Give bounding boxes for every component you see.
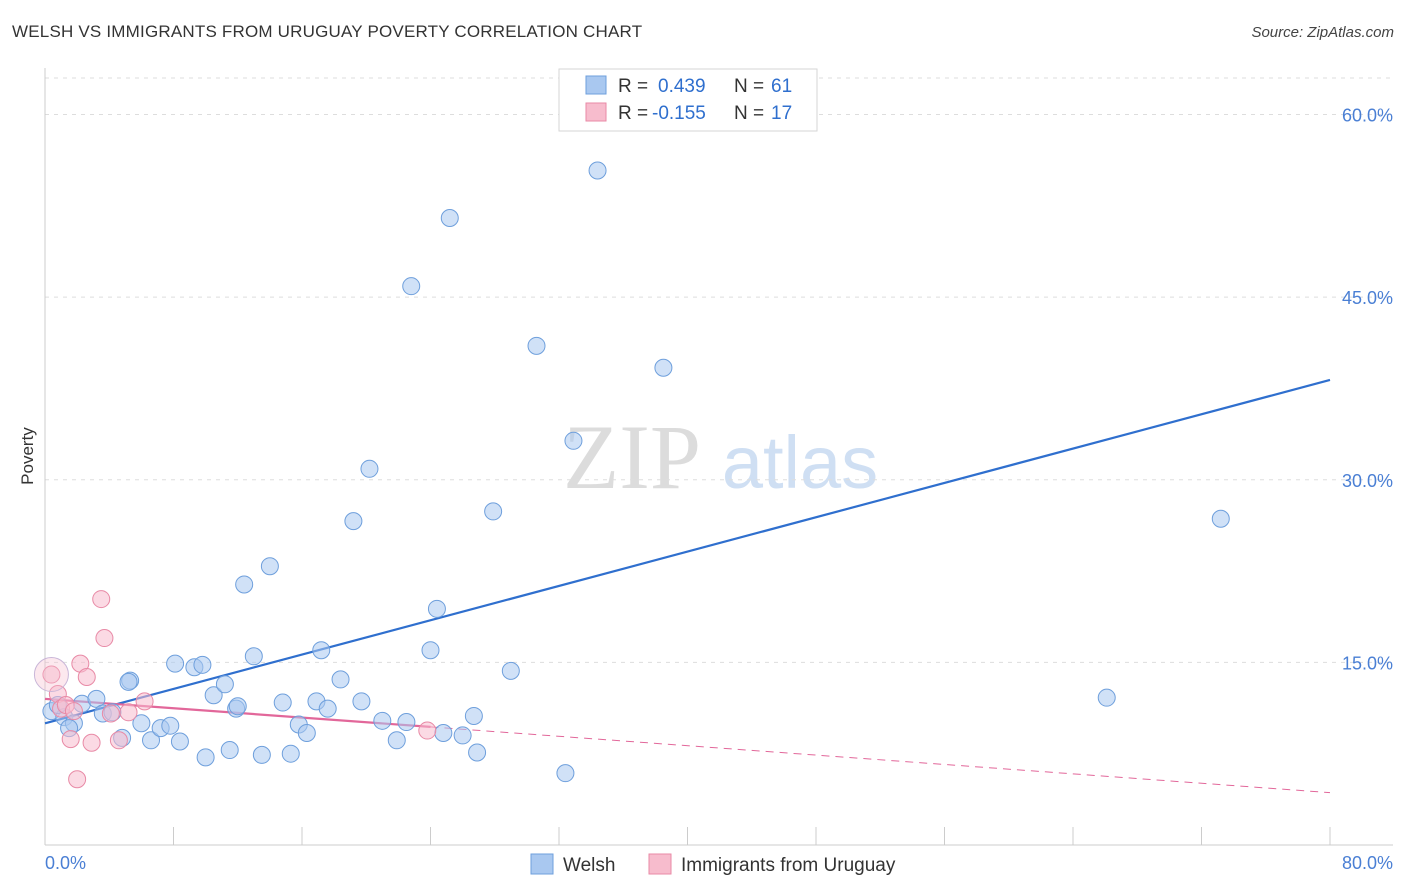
welsh-point xyxy=(235,575,254,594)
stats-r-label-2: R = xyxy=(618,103,648,124)
welsh-point xyxy=(387,731,406,750)
uruguay-point xyxy=(68,770,87,789)
stats-r-label-1: R = xyxy=(618,76,648,97)
legend-uruguay-label: Immigrants from Uruguay xyxy=(681,855,896,876)
welsh-trend-line xyxy=(44,378,1331,725)
welsh-point xyxy=(215,675,234,694)
gridlines xyxy=(45,77,1393,663)
welsh-point xyxy=(331,670,350,689)
x-tick-label: 80.0% xyxy=(1342,853,1393,873)
bottom-legend: Welsh Immigrants from Uruguay xyxy=(530,853,896,876)
uruguay-point xyxy=(418,721,437,740)
uruguay-point xyxy=(92,590,111,609)
welsh-point xyxy=(440,209,459,228)
welsh-point xyxy=(421,641,440,660)
welsh-point xyxy=(170,732,189,751)
welsh-point xyxy=(244,647,263,666)
y-axis-label: Poverty xyxy=(18,427,37,485)
legend-uruguay-swatch xyxy=(648,853,672,875)
welsh-point xyxy=(281,744,300,763)
welsh-point xyxy=(119,672,138,691)
welsh-point xyxy=(427,599,446,618)
stats-r-value-1: 0.439 xyxy=(658,76,706,97)
welsh-point xyxy=(204,686,223,705)
data-points xyxy=(33,161,1230,789)
uruguay-point xyxy=(33,657,69,693)
stats-r-value-2: -0.155 xyxy=(652,103,706,124)
stats-n-label-2: N = xyxy=(734,103,764,124)
uruguay-trend-line xyxy=(430,726,1331,794)
welsh-point xyxy=(132,714,151,733)
uruguay-point xyxy=(77,667,96,686)
chart-title: WELSH VS IMMIGRANTS FROM URUGUAY POVERTY… xyxy=(12,22,643,41)
welsh-point xyxy=(352,692,371,711)
welsh-point xyxy=(360,459,379,478)
stats-n-label-1: N = xyxy=(734,76,764,97)
welsh-point xyxy=(273,693,292,712)
welsh-point xyxy=(464,706,483,725)
welsh-point xyxy=(501,661,520,680)
uruguay-point xyxy=(95,629,114,648)
welsh-point xyxy=(468,743,487,762)
uruguay-swatch xyxy=(585,102,607,122)
uruguay-point xyxy=(61,730,80,749)
axis-labels: 15.0% 30.0% 45.0% 60.0% 0.0% 80.0% Poverty xyxy=(18,106,1393,873)
welsh-point xyxy=(564,431,583,450)
welsh-point xyxy=(228,697,247,716)
watermark-atlas: atlas xyxy=(722,421,878,504)
welsh-point xyxy=(193,655,212,674)
welsh-point xyxy=(142,731,161,750)
uruguay-point xyxy=(109,731,128,750)
welsh-point xyxy=(373,711,392,730)
legend-welsh-swatch xyxy=(530,853,554,875)
welsh-point xyxy=(1211,509,1230,528)
welsh-point xyxy=(527,336,546,355)
welsh-point xyxy=(260,557,279,576)
welsh-point xyxy=(318,699,337,718)
uruguay-point xyxy=(42,665,61,684)
welsh-point xyxy=(166,654,185,673)
uruguay-point xyxy=(64,702,83,721)
welsh-point xyxy=(397,713,416,732)
welsh-point xyxy=(1097,688,1116,707)
welsh-point xyxy=(312,641,331,660)
axes xyxy=(44,68,1393,846)
watermark: ZIP atlas xyxy=(563,406,878,508)
uruguay-point xyxy=(101,704,120,723)
welsh-swatch xyxy=(585,75,607,95)
welsh-point xyxy=(434,723,453,742)
welsh-point xyxy=(556,764,575,783)
uruguay-point xyxy=(135,692,154,711)
stats-legend-box: R = 0.439 N = 61 R = -0.155 N = 17 xyxy=(558,68,818,132)
stats-n-value-1: 61 xyxy=(771,76,792,97)
y-tick-label: 45.0% xyxy=(1342,288,1393,308)
y-tick-label: 60.0% xyxy=(1342,106,1393,126)
welsh-point xyxy=(654,358,673,377)
welsh-point xyxy=(588,161,607,180)
welsh-point xyxy=(453,726,472,745)
source-label: Source: ZipAtlas.com xyxy=(1251,24,1394,41)
uruguay-point xyxy=(119,703,138,722)
welsh-point xyxy=(161,716,180,735)
y-tick-label: 15.0% xyxy=(1342,653,1393,673)
stats-n-value-2: 17 xyxy=(771,103,792,124)
uruguay-point xyxy=(82,733,101,752)
welsh-point xyxy=(484,502,503,521)
welsh-point xyxy=(344,512,363,531)
y-tick-label: 30.0% xyxy=(1342,471,1393,491)
legend-welsh-label: Welsh xyxy=(563,855,615,876)
welsh-point xyxy=(252,745,271,764)
welsh-point xyxy=(220,741,239,760)
welsh-point xyxy=(297,723,316,742)
watermark-zip: ZIP xyxy=(563,406,701,508)
welsh-point xyxy=(196,748,215,767)
welsh-point xyxy=(402,277,421,296)
x-tick-label: 0.0% xyxy=(45,853,86,873)
